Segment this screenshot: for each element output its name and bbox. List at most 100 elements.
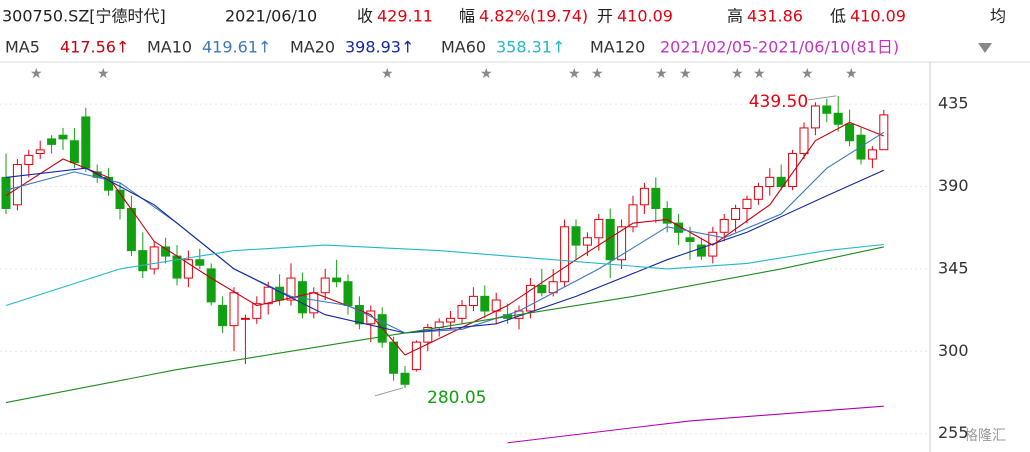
- legend-value: 358.31↑: [496, 38, 565, 57]
- candle-body: [69, 140, 79, 164]
- candle-body: [126, 207, 136, 252]
- value: 410.09: [850, 7, 906, 26]
- annotation-arrow: [374, 387, 404, 397]
- ma-line: [507, 405, 884, 444]
- label: 开: [597, 7, 613, 26]
- y-tick-label: 345: [938, 258, 969, 277]
- candle-body: [719, 218, 729, 233]
- candle-body: [571, 226, 581, 246]
- label: 收: [357, 7, 373, 26]
- candle-body: [263, 286, 273, 305]
- ma-line: [5, 131, 885, 334]
- legend-name: MA10: [147, 38, 192, 57]
- candle-body: [58, 134, 68, 140]
- star: ★: [845, 66, 858, 82]
- star: ★: [655, 66, 668, 82]
- ma-line: [5, 121, 885, 356]
- candle-body: [594, 218, 604, 239]
- star: ★: [97, 66, 110, 82]
- ma-line: [5, 246, 884, 404]
- candle-body: [845, 123, 855, 142]
- candle-body: [149, 246, 159, 270]
- candle-body: [468, 295, 478, 307]
- candle-body: [411, 341, 421, 371]
- candle-body: [525, 284, 535, 312]
- candle-body: [560, 226, 570, 283]
- candle-body: [651, 187, 661, 209]
- candle-body: [867, 149, 877, 160]
- candle-body: [537, 284, 547, 294]
- candle-body: [343, 281, 353, 307]
- legend-name: MA60: [441, 38, 486, 57]
- legend-value: 398.93↑: [345, 38, 414, 57]
- candle-body: [617, 226, 627, 261]
- candle-body: [799, 127, 809, 155]
- star: ★: [731, 66, 744, 82]
- candle-body: [229, 292, 239, 327]
- candle-body: [833, 112, 843, 125]
- candle-body: [822, 105, 832, 114]
- candle-body: [446, 317, 456, 323]
- y-tick-label: 435: [938, 94, 969, 113]
- candle-body: [776, 176, 786, 188]
- stock-code: 300750.SZ[宁德时代]: [2, 7, 166, 26]
- candle-body: [400, 372, 410, 385]
- candle-body: [389, 341, 399, 374]
- legend-name: MA120: [590, 38, 645, 57]
- candle-body: [639, 187, 649, 206]
- candle-body: [457, 305, 467, 319]
- candle-body: [183, 259, 193, 279]
- annotation: 439.50: [749, 92, 808, 112]
- candle-body: [696, 244, 706, 257]
- candle-body: [12, 164, 22, 206]
- candle-body: [480, 295, 490, 312]
- star: ★: [568, 66, 581, 82]
- candle-body: [423, 326, 433, 343]
- candle-body: [354, 305, 364, 325]
- value: 410.09: [617, 7, 673, 26]
- candle-body: [662, 207, 672, 224]
- candle-body: [742, 198, 752, 209]
- candle-body: [628, 204, 638, 228]
- watermark: 格隆汇: [964, 428, 1006, 444]
- legend-name: MA5: [5, 38, 40, 57]
- star: ★: [480, 66, 493, 82]
- annotation-arrow: [808, 95, 837, 101]
- legend-value: 419.61↑: [202, 38, 271, 57]
- legend-value: 417.56↑: [60, 38, 129, 57]
- candle-body: [286, 277, 296, 301]
- candle-body: [753, 186, 763, 200]
- candle-body: [582, 237, 592, 246]
- star: ★: [801, 66, 814, 82]
- ma-line: [5, 167, 885, 334]
- range: 2021/02/05-2021/06/10(81日): [660, 38, 899, 57]
- candle-body: [47, 138, 57, 145]
- candle-body: [240, 317, 250, 320]
- value: 429.11: [377, 7, 433, 26]
- candle-body: [731, 207, 741, 220]
- star: ★: [591, 66, 604, 82]
- candle-body: [605, 218, 615, 261]
- label: 幅: [459, 7, 475, 26]
- value: 431.86: [747, 7, 803, 26]
- star: ★: [30, 66, 43, 82]
- candle-body: [24, 154, 34, 166]
- candle-body: [810, 105, 820, 129]
- candle-body: [195, 259, 205, 266]
- candle-body: [252, 303, 262, 319]
- date: 2021/06/10: [225, 7, 317, 26]
- candle-body: [320, 277, 330, 294]
- legend-name: MA20: [290, 38, 335, 57]
- ma-line: [5, 243, 884, 307]
- candle-body: [332, 277, 342, 283]
- label: 低: [830, 7, 846, 26]
- candle-body: [206, 268, 216, 303]
- candle-body: [35, 149, 45, 155]
- value: 4.82%(19.74): [479, 7, 588, 26]
- candle-body: [788, 153, 798, 188]
- dropdown[interactable]: [978, 43, 992, 53]
- label: 均: [990, 7, 1006, 26]
- y-tick-label: 300: [938, 341, 969, 360]
- y-tick-label: 390: [938, 176, 969, 195]
